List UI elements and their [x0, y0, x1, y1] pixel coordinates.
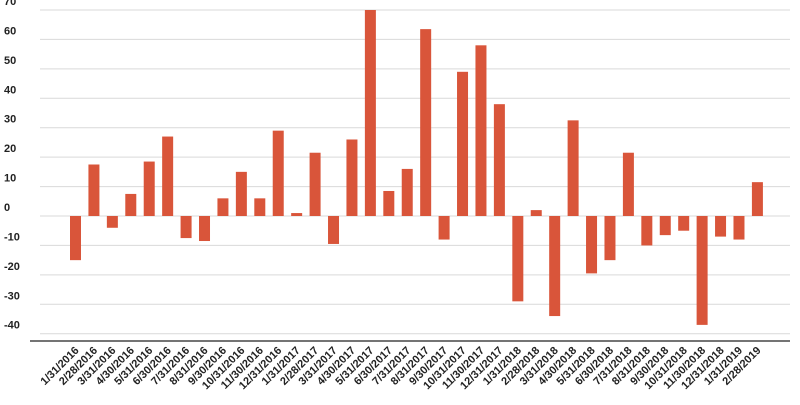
bar — [346, 139, 358, 216]
y-tick-label: 30 — [4, 114, 16, 126]
bar — [217, 198, 229, 216]
bar — [291, 213, 303, 216]
y-tick-label: 60 — [4, 25, 16, 37]
bar — [328, 216, 340, 244]
bar — [678, 216, 690, 231]
y-tick-label: -20 — [4, 261, 20, 273]
bar — [567, 120, 579, 216]
bar — [438, 216, 450, 240]
bar — [493, 104, 505, 216]
bar — [401, 168, 413, 216]
bar — [199, 216, 211, 242]
bar — [143, 161, 155, 216]
bar — [586, 216, 598, 274]
bar — [70, 216, 81, 261]
bar — [235, 171, 247, 216]
bar — [420, 29, 432, 216]
bar — [751, 182, 763, 216]
y-tick-label: 40 — [4, 84, 16, 96]
bar — [530, 210, 542, 216]
y-tick-label: -30 — [4, 290, 20, 302]
bar — [549, 216, 561, 317]
y-tick-label: -40 — [4, 320, 20, 332]
bar — [622, 152, 634, 216]
y-tick-label: 70 — [4, 0, 16, 8]
y-tick-label: 0 — [4, 202, 10, 214]
bar — [604, 216, 616, 261]
bar — [715, 216, 727, 237]
bar — [457, 71, 469, 216]
bar — [696, 216, 708, 325]
bar — [180, 216, 192, 239]
y-tick-label: 50 — [4, 55, 16, 67]
bar — [162, 136, 174, 216]
y-tick-label: 20 — [4, 143, 16, 155]
bar — [88, 164, 100, 216]
bar — [272, 130, 284, 216]
y-tick-label: 10 — [4, 173, 16, 185]
bar — [641, 216, 653, 246]
bar — [106, 216, 118, 228]
bar — [475, 45, 487, 216]
bar — [364, 10, 376, 216]
bar — [254, 198, 266, 216]
bar — [309, 152, 321, 216]
y-tick-label: -10 — [4, 231, 20, 243]
bar — [512, 216, 524, 302]
bar — [733, 216, 745, 240]
bar — [659, 216, 671, 236]
bar — [125, 193, 137, 216]
bar — [383, 190, 395, 216]
